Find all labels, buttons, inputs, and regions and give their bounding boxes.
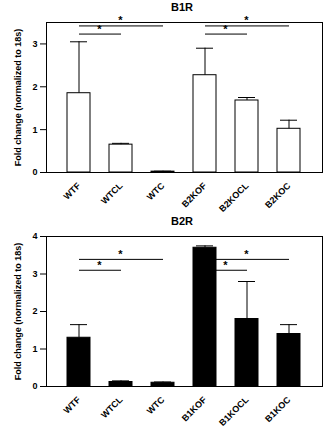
svg-text:*: * bbox=[223, 259, 228, 271]
svg-text:B2KOCL: B2KOCL bbox=[217, 180, 251, 214]
svg-text:B1KOF: B1KOF bbox=[180, 394, 209, 423]
svg-text:1: 1 bbox=[32, 125, 37, 135]
svg-text:*: * bbox=[118, 248, 123, 260]
svg-text:*: * bbox=[97, 259, 102, 271]
svg-text:Fold change (normalized to 18s: Fold change (normalized to 18s) bbox=[13, 29, 23, 167]
svg-text:Fold change (normalized to 18s: Fold change (normalized to 18s) bbox=[13, 243, 23, 381]
html-text:B2R: B2R bbox=[171, 215, 193, 227]
svg-text:0: 0 bbox=[32, 167, 37, 177]
svg-text:B1KOCL: B1KOCL bbox=[217, 394, 251, 428]
svg-text:B2KOC: B2KOC bbox=[263, 180, 293, 210]
svg-text:*: * bbox=[97, 23, 102, 35]
svg-text:WTC: WTC bbox=[145, 394, 167, 416]
svg-text:WTCL: WTCL bbox=[99, 180, 125, 206]
svg-text:WTCL: WTCL bbox=[99, 394, 125, 420]
svg-text:3: 3 bbox=[32, 269, 37, 279]
svg-text:1: 1 bbox=[32, 344, 37, 354]
svg-text:B2KOF: B2KOF bbox=[180, 180, 209, 209]
svg-text:*: * bbox=[118, 14, 123, 26]
svg-text:WTF: WTF bbox=[62, 180, 83, 201]
svg-text:*: * bbox=[244, 14, 249, 26]
svg-text:B1KOC: B1KOC bbox=[263, 394, 293, 424]
svg-text:3: 3 bbox=[32, 39, 37, 49]
svg-text:WTF: WTF bbox=[62, 394, 83, 415]
svg-text:2: 2 bbox=[32, 82, 37, 92]
svg-text:*: * bbox=[244, 248, 249, 260]
svg-text:WTC: WTC bbox=[145, 180, 167, 202]
svg-text:2: 2 bbox=[32, 306, 37, 316]
svg-text:*: * bbox=[223, 23, 228, 35]
svg-text:4: 4 bbox=[32, 231, 37, 241]
svg-text:0: 0 bbox=[32, 381, 37, 391]
html-text:B1R: B1R bbox=[171, 1, 193, 13]
